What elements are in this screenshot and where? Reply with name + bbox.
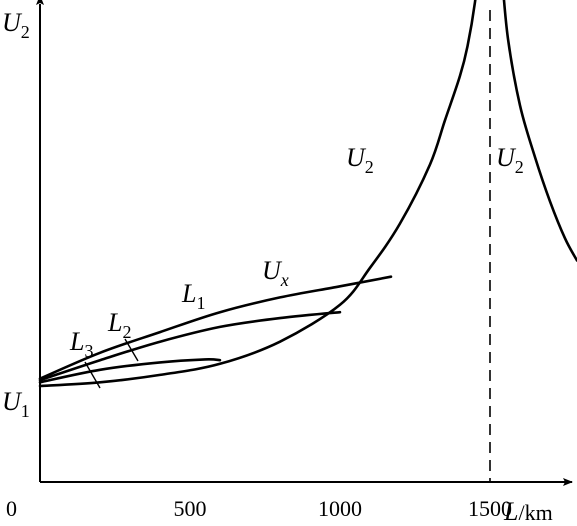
l3-leader	[84, 361, 101, 389]
u2-left-label: U2	[346, 143, 374, 177]
x-tick-1500: 1500	[468, 496, 512, 521]
y-axis-label: U2	[2, 8, 30, 42]
l2-label: L2	[107, 308, 131, 342]
u2-right-label: U2	[496, 143, 524, 177]
x-tick-500: 500	[174, 496, 207, 521]
x-tick-1000: 1000	[318, 496, 362, 521]
curve-u2-right	[502, 0, 577, 262]
x-axis-label: L/km	[503, 497, 553, 526]
l3-label: L3	[69, 327, 93, 361]
origin-label: U1	[2, 387, 30, 421]
ux-label: Ux	[262, 256, 289, 290]
curves	[38, 0, 577, 388]
x-tick-0: 0	[6, 496, 17, 521]
l2-leader	[124, 338, 139, 362]
curve-u2-left	[38, 0, 477, 388]
curve-l2	[38, 310, 342, 382]
curve-ux-l1	[38, 275, 393, 380]
curve-l3	[38, 358, 222, 384]
x-tick-labels: 0 500 1000 1500	[6, 496, 512, 521]
l1-label: L1	[181, 279, 205, 313]
